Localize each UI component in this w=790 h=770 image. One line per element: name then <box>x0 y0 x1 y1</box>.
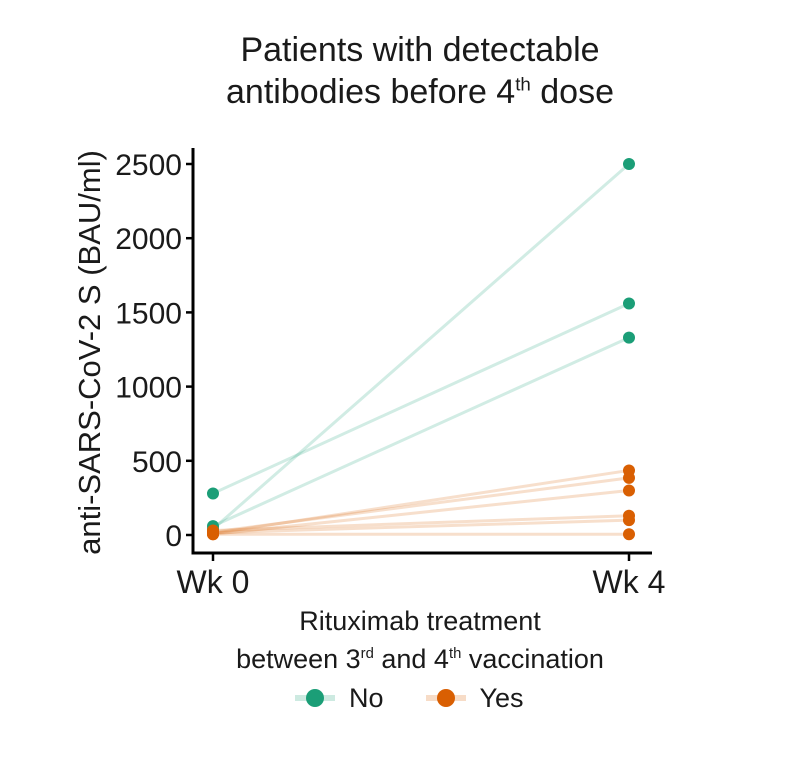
x-axis-ticks: Wk 0 Wk 4 <box>177 553 666 600</box>
y-tick-label: 500 <box>132 446 182 479</box>
series-line-no <box>212 162 630 531</box>
chart-title-text: antibodies before 4 <box>226 73 516 111</box>
series-line-no <box>212 302 630 495</box>
legend-label-yes: Yes <box>479 682 524 713</box>
legend-label-no: No <box>349 682 384 713</box>
y-tick-label: 1000 <box>115 372 182 405</box>
data-point-no <box>623 158 635 170</box>
data-point-no <box>623 297 635 310</box>
data-point-yes <box>623 484 635 497</box>
chart-title-line-1: Patients with detectable <box>240 31 600 69</box>
data-point-yes <box>207 528 219 541</box>
y-tick-label: 2500 <box>115 149 182 182</box>
chart-title-text-end: dose <box>530 73 614 111</box>
chart-title-superscript: th <box>515 73 531 95</box>
legend-title-superscript: rd <box>360 646 374 662</box>
x-tick-label: Wk 0 <box>177 564 250 600</box>
x-tick-label: Wk 4 <box>593 564 666 600</box>
y-tick-label: 0 <box>165 520 182 553</box>
chart-title-line-2: antibodies before 4th dose <box>110 72 730 112</box>
legend-title-line-1: Rituximab treatment <box>299 606 541 636</box>
legend-item-yes: Yes <box>425 680 524 716</box>
y-axis-ticks: 0 500 1000 1500 2000 2500 <box>115 149 193 553</box>
series-line-no <box>212 336 630 528</box>
legend-title-superscript: th <box>448 646 462 662</box>
series-lines <box>212 162 630 536</box>
legend-dot-yes <box>436 689 455 707</box>
legend-item-no: No <box>295 680 384 716</box>
data-point-yes <box>623 471 635 484</box>
y-tick-label: 2000 <box>115 223 182 256</box>
series-line-yes <box>212 476 630 534</box>
series-line-yes <box>212 488 630 536</box>
legend-title-line-2: between 3rd and 4th vaccination <box>120 641 720 677</box>
data-point-no <box>623 331 635 344</box>
legend-title-part: and 4 <box>373 644 449 674</box>
data-point-yes <box>623 514 635 527</box>
series-points <box>207 158 635 541</box>
legend-title-part: between 3 <box>236 644 361 674</box>
series-line-yes <box>212 514 630 533</box>
y-tick-label: 1500 <box>115 297 182 330</box>
legend: No Yes <box>295 680 524 716</box>
data-point-no <box>207 487 219 500</box>
legend-title-part: vaccination <box>461 644 604 674</box>
legend-dot-no <box>306 689 324 707</box>
data-point-yes <box>623 528 635 541</box>
legend-key-yes <box>425 680 466 716</box>
legend-key-no <box>295 680 335 716</box>
series-line-yes <box>212 468 630 535</box>
series-line-yes <box>212 518 630 535</box>
y-axis-label: anti-SARS-CoV-2 S (BAU/ml) <box>72 150 107 555</box>
